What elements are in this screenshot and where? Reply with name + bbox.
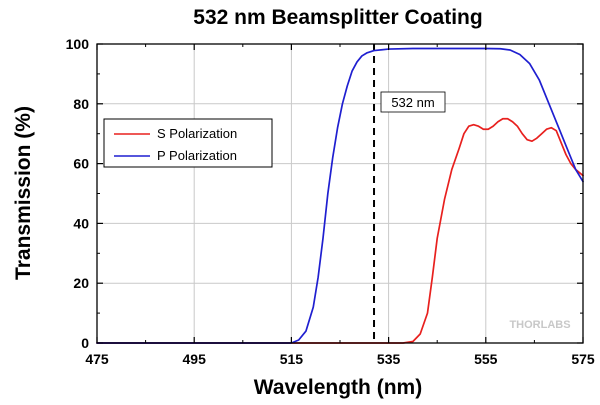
y-tick-label: 80 [73,96,89,112]
plot-frame [96,43,584,344]
y-tick-label: 40 [73,215,89,231]
y-tick-label: 20 [73,275,89,291]
annotation-label-532nm: 532 nm [380,91,446,113]
series-line-p-polarization [96,47,584,344]
x-tick-label: 535 [377,351,401,367]
x-axis-title: Wavelength (nm) [254,376,422,399]
thorlabs-watermark: THORLABS [509,319,570,331]
series-line-s-polarization [96,117,584,344]
grid-lines [97,44,583,343]
x-tick-label: 495 [183,351,207,367]
chart-title: 532 nm Beamsplitter Coating [193,6,482,29]
x-tick-label: 515 [280,351,304,367]
axis-ticks [96,43,584,344]
x-tick-label: 555 [474,351,498,367]
annotation-text: 532 nm [391,95,434,110]
series-layer [96,47,584,344]
legend: S Polarization P Polarization [103,118,273,168]
annotation-box [380,91,446,113]
x-tick-labels: 475 495 515 535 555 575 [85,351,595,367]
y-tick-labels: 0 20 40 60 80 100 [66,36,90,351]
x-tick-label: 575 [571,351,595,367]
y-tick-label: 0 [81,335,89,351]
x-tick-label: 475 [85,351,109,367]
legend-label-s-polarization: S Polarization [157,126,237,141]
legend-label-p-polarization: P Polarization [157,148,237,163]
y-axis-title: Transmission (%) [12,106,35,280]
y-tick-label: 100 [66,36,90,52]
y-tick-label: 60 [73,156,89,172]
legend-box [103,118,273,168]
